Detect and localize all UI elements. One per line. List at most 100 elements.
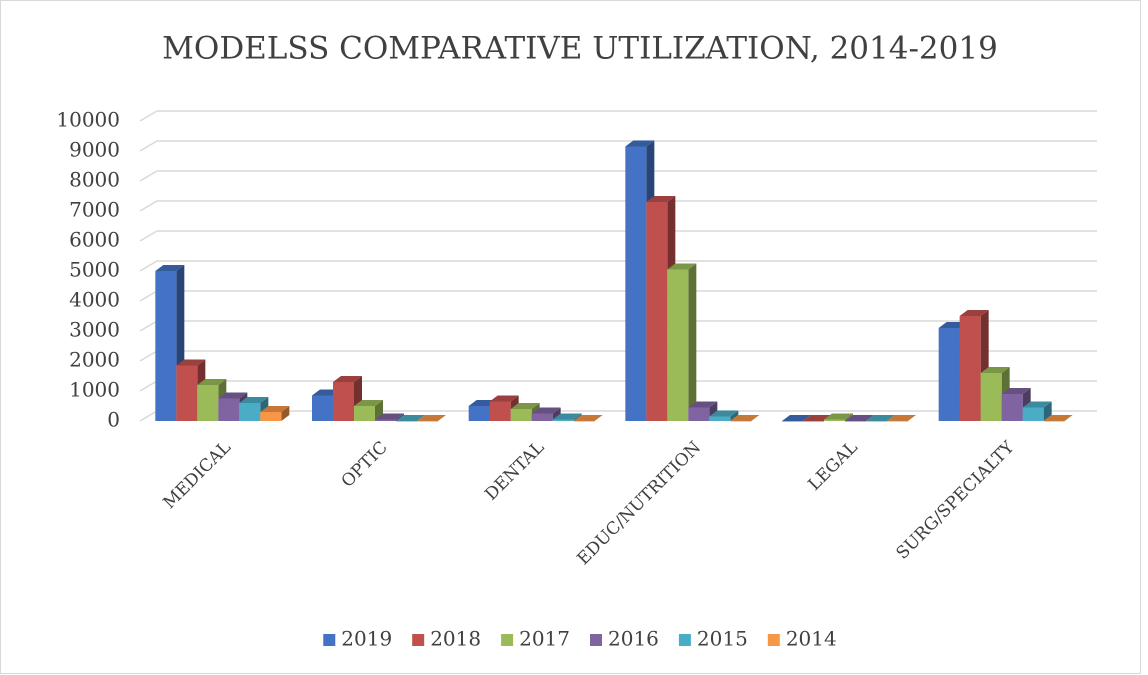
bar-front [1001,394,1023,421]
grid-line [139,230,1097,242]
bar-side [1043,401,1052,421]
legend-label: 2015 [697,627,748,651]
legend-swatch [323,634,336,646]
bar-top [510,403,540,409]
bar-front [845,421,866,422]
legend-item: 2016 [590,627,659,651]
legend-item: 2018 [412,627,481,651]
y-tick-label: 0 [107,408,120,432]
legend-swatch [501,634,514,646]
bar-front [531,413,553,421]
legend-label: 2017 [519,627,570,651]
bar-top [959,310,989,316]
bar-side [396,413,404,421]
bar [573,415,603,422]
legend-swatch [678,634,691,646]
bar-top [845,415,874,421]
bar-top [396,415,425,421]
legend-item: 2019 [323,627,392,651]
bar-front [709,416,731,421]
bar-front [980,373,1002,421]
y-tick-label: 2000 [69,348,120,372]
bar-top [730,415,760,421]
bar-front [552,419,574,421]
legend-item: 2017 [501,627,570,651]
bar-top [354,400,383,406]
legend-item: 2015 [678,627,748,651]
y-tick-label: 6000 [69,228,120,252]
bar-front [782,421,803,422]
legend-swatch [767,634,780,646]
bar-top [218,392,248,399]
bar-front [312,395,333,421]
bar-front [333,382,354,421]
bar-front [730,421,752,422]
grid-line [139,260,1097,272]
bar-top [417,415,446,421]
y-tick-label: 3000 [69,318,120,342]
bar-top [1001,388,1031,394]
bar-top [260,406,290,412]
bar [1043,415,1073,422]
bar-top [646,196,676,202]
bar-top [552,413,582,420]
bar-top [824,413,853,420]
bar-front [510,409,532,421]
bar-top [239,397,269,403]
bar-top [688,401,718,408]
bar-side [688,263,697,421]
legend-label: 2014 [786,627,837,651]
bar [375,413,404,421]
y-tick-label: 5000 [69,258,120,282]
bar [688,401,718,421]
bar [260,406,290,421]
bar [396,415,425,422]
legend-label: 2019 [341,627,392,651]
bar-front [417,421,438,422]
bar [709,410,739,421]
bar-front [155,271,177,421]
bar [417,415,446,422]
bar-top [573,415,603,421]
bar-top [980,367,1010,373]
bar-front [803,421,824,422]
bar-front [646,202,668,421]
legend-item: 2014 [767,627,837,651]
bar-side [573,413,582,421]
bar-top [333,376,362,382]
grid-line [139,140,1097,152]
bar-front [1022,407,1044,421]
bar-side [552,407,561,421]
chart-title: MODELSS COMPARATIVE UTILIZATION, 2014-20… [162,31,998,67]
y-tick-label: 8000 [69,168,120,192]
bar [1022,401,1052,421]
bar-top [782,415,811,421]
bar-front [218,398,240,421]
bar-side [281,406,290,421]
y-tick-label: 10000 [56,108,120,132]
bar-side [730,410,739,421]
bar [730,415,760,422]
bar-front [667,269,689,421]
bar-top [625,140,655,147]
bar-front [197,385,219,421]
bar-front [489,401,511,421]
bar-front [959,316,981,421]
bar-front [824,419,845,421]
bar [845,415,874,422]
bar [354,400,383,421]
bar [552,413,582,421]
bar-front [573,421,595,422]
y-tick-label: 7000 [69,198,120,222]
bar [667,263,697,421]
y-tick-label: 9000 [69,138,120,162]
bar-side [845,413,853,421]
y-tick-label: 1000 [69,378,120,402]
bar-top [176,359,206,366]
bar-front [625,146,647,421]
bar-top [197,379,227,385]
bar-top [375,413,404,420]
bar-front [375,419,396,421]
bar-top [866,415,895,421]
